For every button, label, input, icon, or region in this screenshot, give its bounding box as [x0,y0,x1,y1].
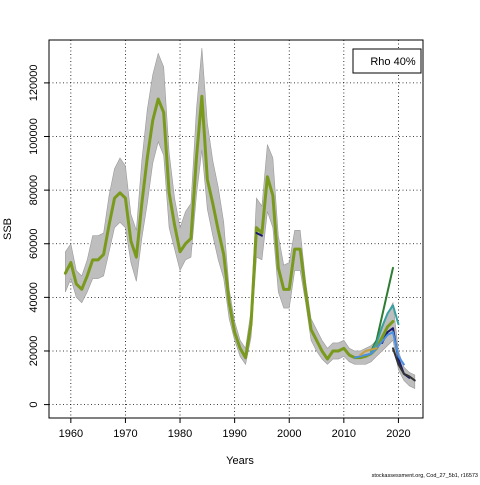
y-tick-label: 120000 [28,65,40,102]
y-tick-label: 0 [28,402,40,408]
legend-text: Rho 40% [370,56,415,68]
confidence-band-layer [65,48,416,389]
retrospective-peel-line [353,331,405,366]
retrospective-peel-line [370,266,394,352]
x-tick-label: 1970 [113,428,137,440]
x-axis-label: Years [226,455,254,467]
legend-box [352,48,422,74]
x-tick-label: 2000 [277,428,301,440]
x-tick-label: 1960 [59,428,83,440]
x-tick-label: 1990 [222,428,246,440]
confidence-band [65,48,416,389]
y-axis-label: SSB [2,218,14,240]
y-tick-label: 80000 [28,175,40,206]
retrospective-peel-line [370,304,400,354]
x-tick-label: 2010 [332,428,356,440]
x-tick-label: 1980 [168,428,192,440]
plot-frame [48,39,424,419]
legend: Rho 40% [352,48,422,74]
retrospective-peel-line [391,347,416,382]
y-tick-label: 40000 [28,282,40,313]
y-tick-label: 20000 [28,336,40,367]
y-tick-label: 100000 [28,118,40,155]
y-tick-label: 60000 [28,228,40,259]
grid-layer [49,40,423,418]
retrospective-peel-line [359,347,378,356]
x-tick-label: 2020 [386,428,410,440]
series-layer [63,94,416,382]
ssb-estimate-line [63,94,395,361]
retrospective-peel-line [255,232,263,237]
footnote: stockassessment.org, Cod_27_5b1, r16573 [372,473,478,479]
axis-layer: 1960 1970 1980 1990 2000 2010 2020 0 20000 40000 6… [28,65,411,440]
